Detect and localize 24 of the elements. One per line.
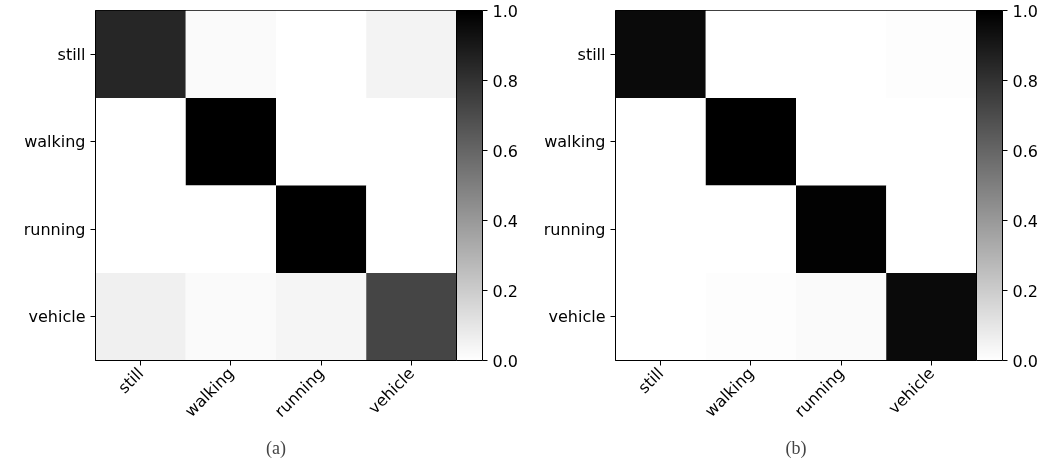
text: (b) bbox=[785, 437, 807, 459]
x-tick-label: still bbox=[634, 363, 668, 397]
color-bar-label: 0.0 bbox=[1012, 351, 1038, 371]
y-tick-label: vehicle bbox=[548, 307, 606, 327]
color-bar-label: 0.2 bbox=[1012, 281, 1038, 301]
color-bar-label: 1.0 bbox=[1012, 1, 1038, 21]
y-tick-label: still bbox=[577, 44, 606, 64]
color-bar-label: 0.8 bbox=[1012, 71, 1038, 91]
y-tick-label: vehicle bbox=[28, 307, 86, 327]
color-bar-label: 0.8 bbox=[492, 71, 518, 91]
color-bar-label: 0.6 bbox=[492, 141, 518, 161]
color-bar-label: 0.0 bbox=[492, 351, 518, 371]
color-bar-label: 1.0 bbox=[492, 1, 518, 21]
color-bar-label: 0.4 bbox=[1012, 211, 1038, 231]
color-bar-label: 0.2 bbox=[492, 281, 518, 301]
y-tick-label: running bbox=[543, 219, 606, 239]
y-tick-label: still bbox=[57, 44, 86, 64]
color-bar-label: 0.4 bbox=[492, 211, 518, 231]
y-tick-label: walking bbox=[24, 132, 86, 152]
y-tick-label: walking bbox=[544, 132, 606, 152]
color-bar-label: 0.6 bbox=[1012, 141, 1038, 161]
y-tick-label: running bbox=[23, 219, 86, 239]
x-tick-label: still bbox=[114, 363, 148, 397]
text: (a) bbox=[266, 437, 286, 459]
